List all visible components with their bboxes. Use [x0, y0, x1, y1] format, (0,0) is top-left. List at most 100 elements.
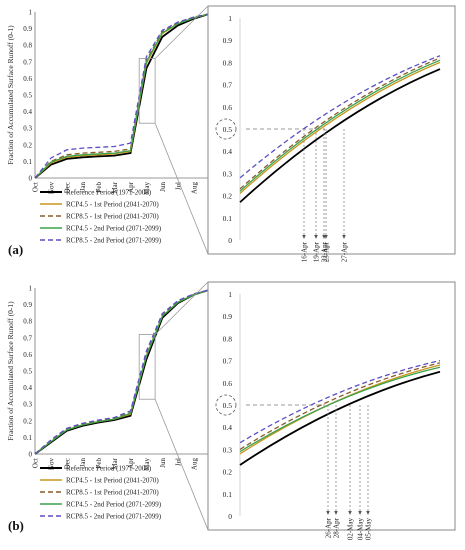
zoom-region-box: [138, 334, 156, 400]
zoom-connector-bottom: [154, 399, 209, 531]
left-x-tick-label: Mar: [111, 181, 119, 193]
crossing-arrowhead: [334, 511, 338, 515]
crossing-arrowhead: [314, 235, 318, 239]
left-x-tick-label: Apr: [127, 181, 135, 193]
legend-label: Reference Period (1971-2000): [66, 465, 152, 473]
crossing-date-label: 04-May: [357, 518, 365, 541]
left-y-tick-label: 0: [29, 175, 33, 183]
left-x-tick-label: Aug: [191, 458, 199, 471]
zoom-series-line-4: [239, 359, 441, 444]
zoom-y-tick-label: 0.2: [223, 468, 233, 477]
zoom-y-tick-label: 0.5: [223, 401, 233, 410]
half-level-circle: [215, 118, 237, 140]
left-x-tick-label: May: [143, 458, 151, 471]
crossing-arrowhead: [326, 511, 330, 515]
zoom-y-tick-label: 0.9: [223, 312, 233, 321]
y-axis-label: Fraction of Accumulated Surface Runoff (…: [6, 25, 15, 165]
crossing-date-label: 27-Apr: [341, 241, 349, 262]
crossing-date-label: 19-Apr: [313, 241, 321, 262]
left-y-tick-label: 0.1: [23, 434, 32, 442]
zoom-y-tick-label: 0.2: [223, 192, 233, 201]
left-x-tick-label: Nov: [47, 182, 55, 195]
left-y-tick-label: 0.7: [23, 58, 32, 66]
panel-label: (b): [8, 518, 24, 533]
legend-label: RCP4.5 - 2nd Period (2071-2099): [66, 501, 162, 509]
legend-label: RCP4.5 - 1st Period (2041-2070): [66, 201, 159, 209]
zoom-y-tick-label: 0.3: [223, 445, 233, 454]
left-x-tick-label: Jul: [175, 182, 183, 190]
left-series-line-3: [34, 13, 211, 179]
crossing-date-label: 28-Apr: [333, 517, 341, 538]
zoom-panel-frame: [207, 281, 456, 531]
left-y-tick-label: 0.6: [23, 351, 32, 359]
zoom-y-tick-label: 0.5: [223, 125, 233, 134]
legend-label: RCP4.5 - 2nd Period (2071-2099): [66, 225, 162, 233]
left-x-tick-label: Jan: [79, 182, 87, 192]
left-y-tick-label: 0.4: [23, 108, 32, 116]
left-y-tick-label: 0.9: [23, 25, 32, 33]
zoom-y-tick-label: 0.4: [223, 423, 233, 432]
left-y-tick-label: 0.3: [23, 125, 32, 133]
legend-label: RCP8.5 - 2nd Period (2071-2099): [66, 513, 162, 521]
zoom-y-tick-label: 0.9: [223, 36, 233, 45]
crossing-date-label: 16-Apr: [301, 241, 309, 262]
left-x-tick-label: Feb: [95, 182, 103, 193]
zoom-series-line-1: [239, 61, 441, 194]
zoom-series-line-0: [239, 370, 441, 466]
legend-label: Reference Period (1971-2000): [66, 189, 152, 197]
zoom-series-line-4: [239, 55, 441, 179]
zoom-y-tick-label: 0: [228, 236, 232, 245]
zoom-y-tick-label: 0.4: [223, 147, 233, 156]
left-x-tick-label: Jan: [79, 458, 87, 468]
panel-label: (a): [8, 242, 23, 257]
left-y-tick-label: 0.9: [23, 301, 32, 309]
left-y-tick-label: 0.5: [23, 368, 32, 376]
left-series-line-0: [34, 288, 211, 455]
zoom-series-line-2: [239, 57, 441, 190]
zoom-series-line-3: [239, 59, 441, 192]
legend-label: RCP8.5 - 1st Period (2041-2070): [66, 489, 159, 497]
zoom-region-box: [138, 58, 156, 124]
left-y-tick-label: 0.7: [23, 334, 32, 342]
left-x-tick-label: Oct: [32, 182, 40, 192]
left-x-tick-label: Mar: [111, 457, 119, 469]
left-y-tick-label: 0.6: [23, 75, 32, 83]
zoom-series-line-2: [239, 362, 441, 450]
zoom-y-tick-label: 1: [228, 14, 232, 23]
half-level-circle: [215, 394, 237, 416]
left-series-line-3: [34, 289, 211, 455]
left-x-tick-label: Dec: [63, 458, 71, 469]
left-x-tick-label: Jun: [159, 182, 167, 192]
panel-1: 0 0.1 0.2 0.3 0.4 0.5 0.6 0.7 0.8 0.9 1 Oct Nov Dec Ja…: [6, 281, 456, 541]
crossing-arrowhead: [366, 511, 370, 515]
left-series-line-2: [34, 13, 211, 179]
crossing-date-label: 05-May: [365, 518, 373, 541]
left-y-tick-label: 0.2: [23, 141, 32, 149]
zoom-y-tick-label: 0: [228, 512, 232, 521]
left-x-tick-label: Jun: [159, 458, 167, 468]
zoom-y-tick-label: 0.8: [223, 334, 233, 343]
legend-label: RCP4.5 - 1st Period (2041-2070): [66, 477, 159, 485]
crossing-date-label: 23-Apr: [323, 241, 331, 262]
crossing-arrowhead: [358, 511, 362, 515]
crossing-date-label: 22-Apr: [321, 241, 329, 262]
left-y-tick-label: 1: [29, 9, 33, 17]
left-series-line-4: [34, 289, 211, 455]
left-y-tick-label: 0: [29, 451, 33, 459]
crossing-arrowhead: [302, 235, 306, 239]
left-x-tick-label: Nov: [47, 458, 55, 471]
left-y-tick-label: 1: [29, 285, 33, 293]
left-y-tick-label: 0.5: [23, 92, 32, 100]
left-x-tick-label: Apr: [127, 457, 135, 469]
left-y-tick-label: 0.8: [23, 318, 32, 326]
left-x-tick-label: Aug: [191, 182, 199, 195]
y-axis-label: Fraction of Accumulated Surface Runoff (…: [6, 301, 15, 441]
zoom-y-tick-label: 0.7: [223, 357, 233, 366]
zoom-y-tick-label: 0.1: [223, 214, 233, 223]
legend-label: RCP8.5 - 1st Period (2041-2070): [66, 213, 159, 221]
zoom-connector-top: [154, 281, 209, 335]
crossing-arrowhead: [342, 235, 346, 239]
left-y-tick-label: 0.3: [23, 401, 32, 409]
zoom-y-tick-label: 1: [228, 290, 232, 299]
left-series-line-0: [34, 12, 211, 179]
